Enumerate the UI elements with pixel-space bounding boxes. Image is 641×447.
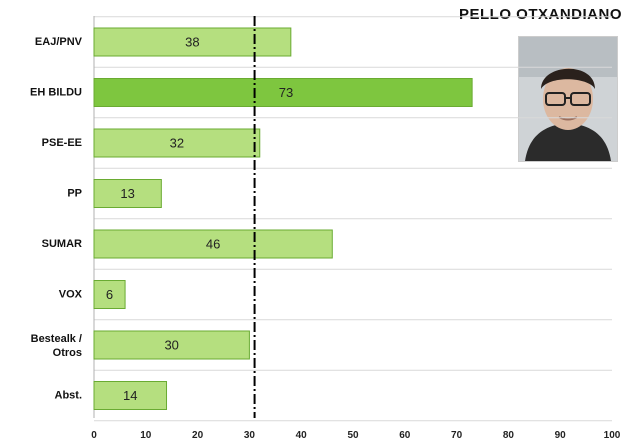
x-tick-label: 80 [503,430,515,441]
candidate-photo [518,36,618,162]
x-tick-labels: 0 10 20 30 40 50 60 70 80 90 100 [91,430,621,441]
x-tick-label: 100 [604,430,621,441]
value-label: 46 [206,236,220,251]
bar [93,78,473,107]
bar [93,280,126,309]
category-label: EH BILDU [30,86,82,98]
category-label: VOX [59,288,83,300]
value-label: 73 [279,85,293,100]
x-tick-label: 20 [192,430,204,441]
bars [93,27,473,410]
bar [93,381,168,410]
x-tick-label: 30 [244,430,256,441]
chart-title: PELLO OTXANDIANO [458,6,622,23]
value-label: 32 [170,135,184,150]
bar [93,330,250,360]
category-label: SUMAR [42,238,82,250]
value-label: 6 [106,287,113,302]
bar [93,128,261,158]
value-label: 30 [164,337,178,352]
x-tick-label: 0 [91,430,97,441]
category-label: Abst. [55,389,83,401]
category-labels: EAJ/PNV EH BILDU PSE-EE PP SUMAR VOX Bestealk … [30,36,83,402]
portrait-photo-icon [519,37,617,161]
category-label: PSE-EE [42,137,82,149]
bar [93,27,292,57]
category-label: EAJ/PNV [35,36,83,48]
grid [93,16,612,422]
value-labels: 38 73 32 13 46 6 30 14 [106,34,293,403]
x-tick-label: 10 [140,430,152,441]
category-label: Bestealk / Otros [31,333,82,359]
value-label: 38 [185,34,199,49]
x-tick-label: 50 [347,430,359,441]
bar [93,179,162,208]
value-label: 13 [120,186,134,201]
x-tick-label: 90 [555,430,567,441]
x-tick-label: 70 [451,430,463,441]
value-label: 14 [123,388,137,403]
x-tick-label: 40 [296,430,308,441]
category-label: PP [67,187,82,199]
x-tick-label: 60 [399,430,411,441]
bar [93,229,333,259]
